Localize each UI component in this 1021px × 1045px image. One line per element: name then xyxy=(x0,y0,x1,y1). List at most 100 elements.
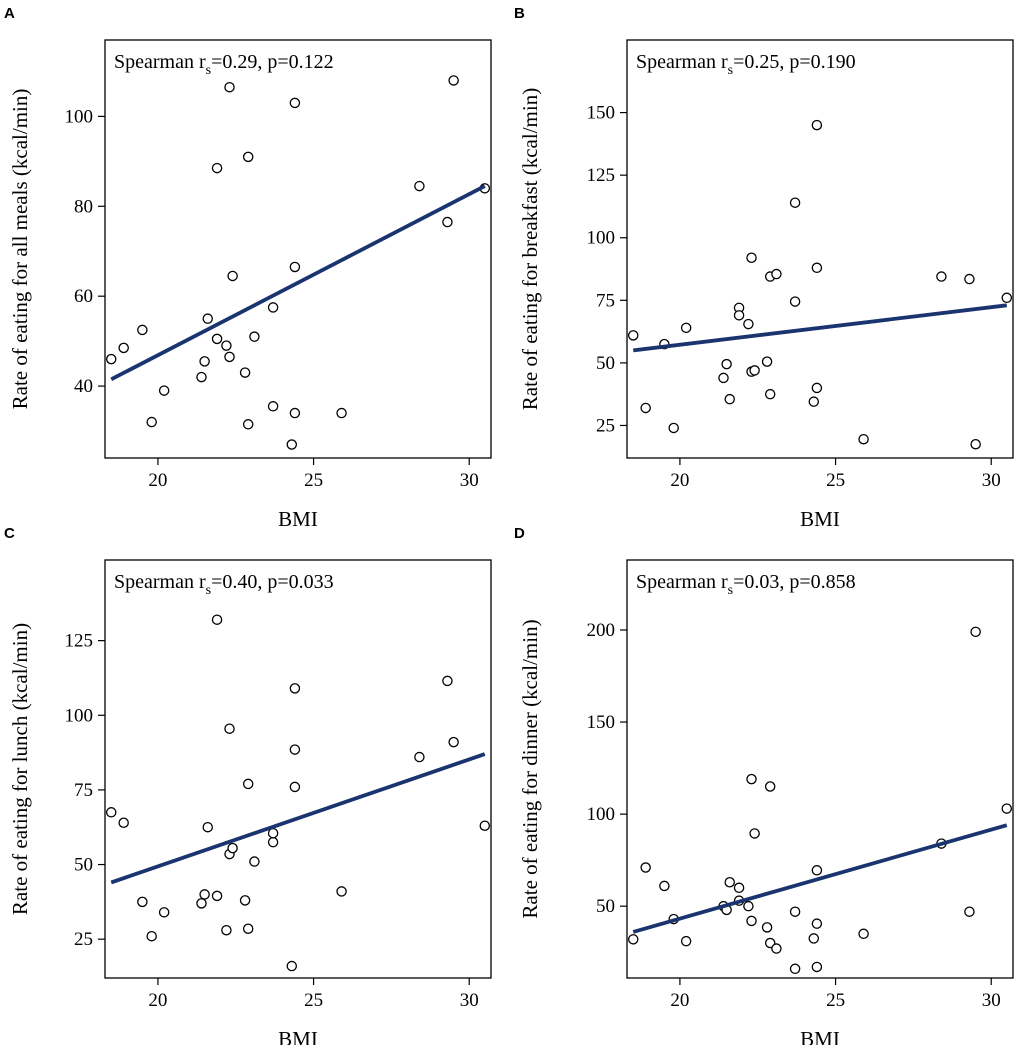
data-point xyxy=(336,886,347,897)
data-point xyxy=(196,898,207,909)
y-tick-label: 100 xyxy=(65,705,94,726)
y-axis-title: Rate of eating for breakfast (kcal/min) xyxy=(518,88,542,410)
regression-line xyxy=(110,752,486,885)
data-point xyxy=(789,197,801,208)
spearman-annotation: Spearman rs=0.03, p=0.858 xyxy=(636,571,856,598)
data-point xyxy=(224,723,235,734)
data-point xyxy=(242,923,254,934)
data-point xyxy=(789,963,801,975)
data-point xyxy=(771,268,782,280)
data-point xyxy=(158,907,170,918)
data-point xyxy=(811,382,823,394)
plot-frame xyxy=(104,39,492,459)
data-point xyxy=(936,271,947,282)
data-point xyxy=(249,331,260,342)
data-point xyxy=(211,162,223,174)
panel-c: C 20 25 30 25 50 75 100 125 BMI Rate of eating for… xyxy=(4,525,492,1045)
data-point xyxy=(811,262,823,274)
data-point xyxy=(970,438,981,450)
data-point xyxy=(764,781,776,792)
x-tick-label: 20 xyxy=(148,990,167,1011)
y-tick-label: 25 xyxy=(74,929,93,950)
data-point xyxy=(746,773,757,785)
data-point xyxy=(227,270,238,282)
panel-letter: D xyxy=(514,525,525,542)
data-point xyxy=(267,302,279,313)
data-point xyxy=(724,876,735,888)
data-point xyxy=(733,310,745,321)
data-point xyxy=(202,821,213,833)
y-tick-label: 75 xyxy=(74,780,93,801)
data-point xyxy=(242,778,254,790)
y-tick-label: 50 xyxy=(74,855,93,876)
data-point xyxy=(289,781,301,793)
x-tick-label: 25 xyxy=(304,990,323,1011)
regression-line xyxy=(110,184,486,382)
data-point xyxy=(442,675,453,687)
data-point xyxy=(199,356,210,367)
data-point xyxy=(789,906,801,917)
y-tick-label: 75 xyxy=(596,290,615,311)
plot-frame xyxy=(104,559,492,979)
y-tick-label: 50 xyxy=(596,353,615,374)
data-point xyxy=(196,371,207,383)
data-point xyxy=(811,865,823,876)
y-tick-label: 80 xyxy=(74,196,93,217)
data-point xyxy=(414,751,425,763)
data-point xyxy=(146,930,157,942)
data-point xyxy=(286,439,298,450)
data-point xyxy=(746,252,757,264)
x-tick-label: 25 xyxy=(826,990,845,1011)
y-tick-label: 100 xyxy=(587,228,616,249)
plot-frame xyxy=(626,39,1014,459)
data-point xyxy=(249,856,260,867)
data-point xyxy=(227,842,238,854)
plot-frame xyxy=(626,559,1014,979)
data-point xyxy=(267,401,279,412)
data-point xyxy=(811,119,823,131)
x-axis-title: BMI xyxy=(278,1027,318,1045)
data-point xyxy=(199,889,210,900)
data-point xyxy=(680,322,692,334)
y-tick-label: 40 xyxy=(74,376,93,397)
data-point xyxy=(448,75,459,86)
data-point xyxy=(808,933,820,944)
y-tick-label: 150 xyxy=(587,712,616,733)
data-point xyxy=(118,342,129,354)
data-point xyxy=(761,356,773,367)
x-tick-label: 20 xyxy=(670,470,689,491)
data-point xyxy=(771,943,782,954)
panel-d: D 20 25 30 50 100 150 200 BMI Rate of eating for … xyxy=(514,525,1014,1045)
data-point xyxy=(146,416,157,428)
data-point xyxy=(414,180,425,192)
x-axis-title: BMI xyxy=(278,507,318,531)
data-point xyxy=(721,358,732,370)
x-tick-label: 20 xyxy=(670,990,689,1011)
data-point xyxy=(242,419,254,430)
data-point xyxy=(808,396,820,407)
y-tick-label: 125 xyxy=(587,165,616,186)
data-point xyxy=(970,626,981,638)
y-tick-label: 50 xyxy=(596,896,615,917)
data-point xyxy=(289,97,301,109)
x-axis-title: BMI xyxy=(800,507,840,531)
data-point xyxy=(764,388,776,400)
y-tick-label: 25 xyxy=(596,415,615,436)
data-point xyxy=(267,827,279,839)
data-point xyxy=(858,433,869,445)
data-point xyxy=(158,385,170,396)
data-point xyxy=(1001,292,1013,304)
regression-line xyxy=(632,303,1008,353)
data-point xyxy=(442,216,453,228)
data-point xyxy=(202,313,213,324)
data-point xyxy=(242,151,254,163)
data-point xyxy=(964,273,975,285)
data-point xyxy=(627,934,639,945)
y-tick-label: 150 xyxy=(587,103,616,124)
x-axis-title: BMI xyxy=(800,1027,840,1045)
data-point xyxy=(743,318,754,330)
data-point xyxy=(336,407,347,419)
panel-letter: C xyxy=(4,525,15,542)
panel-letter: B xyxy=(514,5,525,22)
